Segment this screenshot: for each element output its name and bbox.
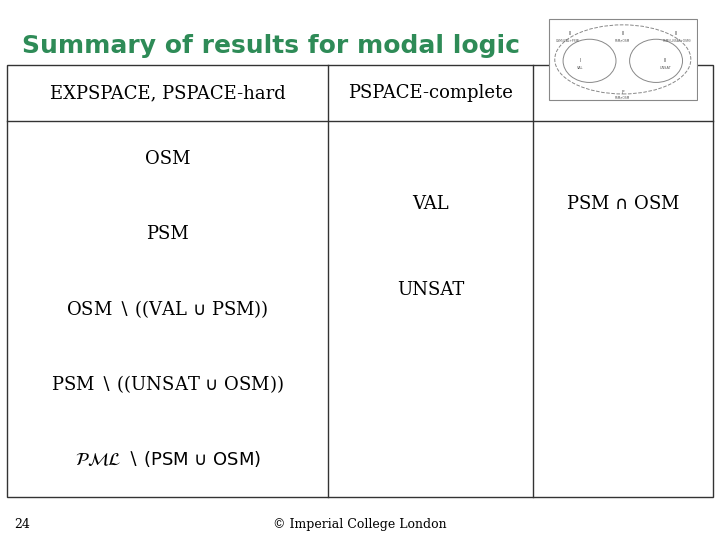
Bar [7,65,713,497]
Text: © Imperial College London: © Imperial College London [273,518,447,531]
Text: II: II [674,31,678,36]
Text: PSM: PSM [146,225,189,242]
Text: VAL: VAL [577,66,584,70]
Text: OSM $\setminus$ ((VAL $\cup$ PSM)): OSM $\setminus$ ((VAL $\cup$ PSM)) [66,298,269,320]
Text: PSPACE-complete: PSPACE-complete [348,84,513,102]
Text: II: II [621,31,624,36]
Text: PSM\(UNSAT+OSM): PSM\(UNSAT+OSM) [663,39,691,43]
Text: II: II [664,58,667,63]
Text: $\mathcal{PML}$ $\setminus$ (PSM $\cup$ OSM): $\mathcal{PML}$ $\setminus$ (PSM $\cup$ … [75,449,261,469]
Text: OSM\(VAL+PSM): OSM\(VAL+PSM) [557,39,580,43]
Text: PSM $\cap$ OSM: PSM $\cap$ OSM [566,194,680,213]
Text: II: II [568,31,572,36]
Text: PSM∩OSM: PSM∩OSM [615,39,631,43]
Text: OSM: OSM [145,150,191,167]
Text: Summary of results for modal logic: Summary of results for modal logic [22,34,520,58]
Text: EXPSPACE: EXPSPACE [572,84,673,102]
FancyBboxPatch shape [549,19,697,100]
Text: UNSAT: UNSAT [397,281,464,299]
Text: PSM $\setminus$ ((UNSAT $\cup$ OSM)): PSM $\setminus$ ((UNSAT $\cup$ OSM)) [51,373,284,395]
Text: I: I [580,58,581,63]
Text: EXPSPACE, PSPACE-hard: EXPSPACE, PSPACE-hard [50,84,286,102]
Text: F: F [621,90,624,95]
Text: VAL: VAL [413,194,449,213]
Text: UNSAT: UNSAT [660,66,671,70]
Text: 24: 24 [14,518,30,531]
Text: PSM∩OSM: PSM∩OSM [615,96,631,100]
